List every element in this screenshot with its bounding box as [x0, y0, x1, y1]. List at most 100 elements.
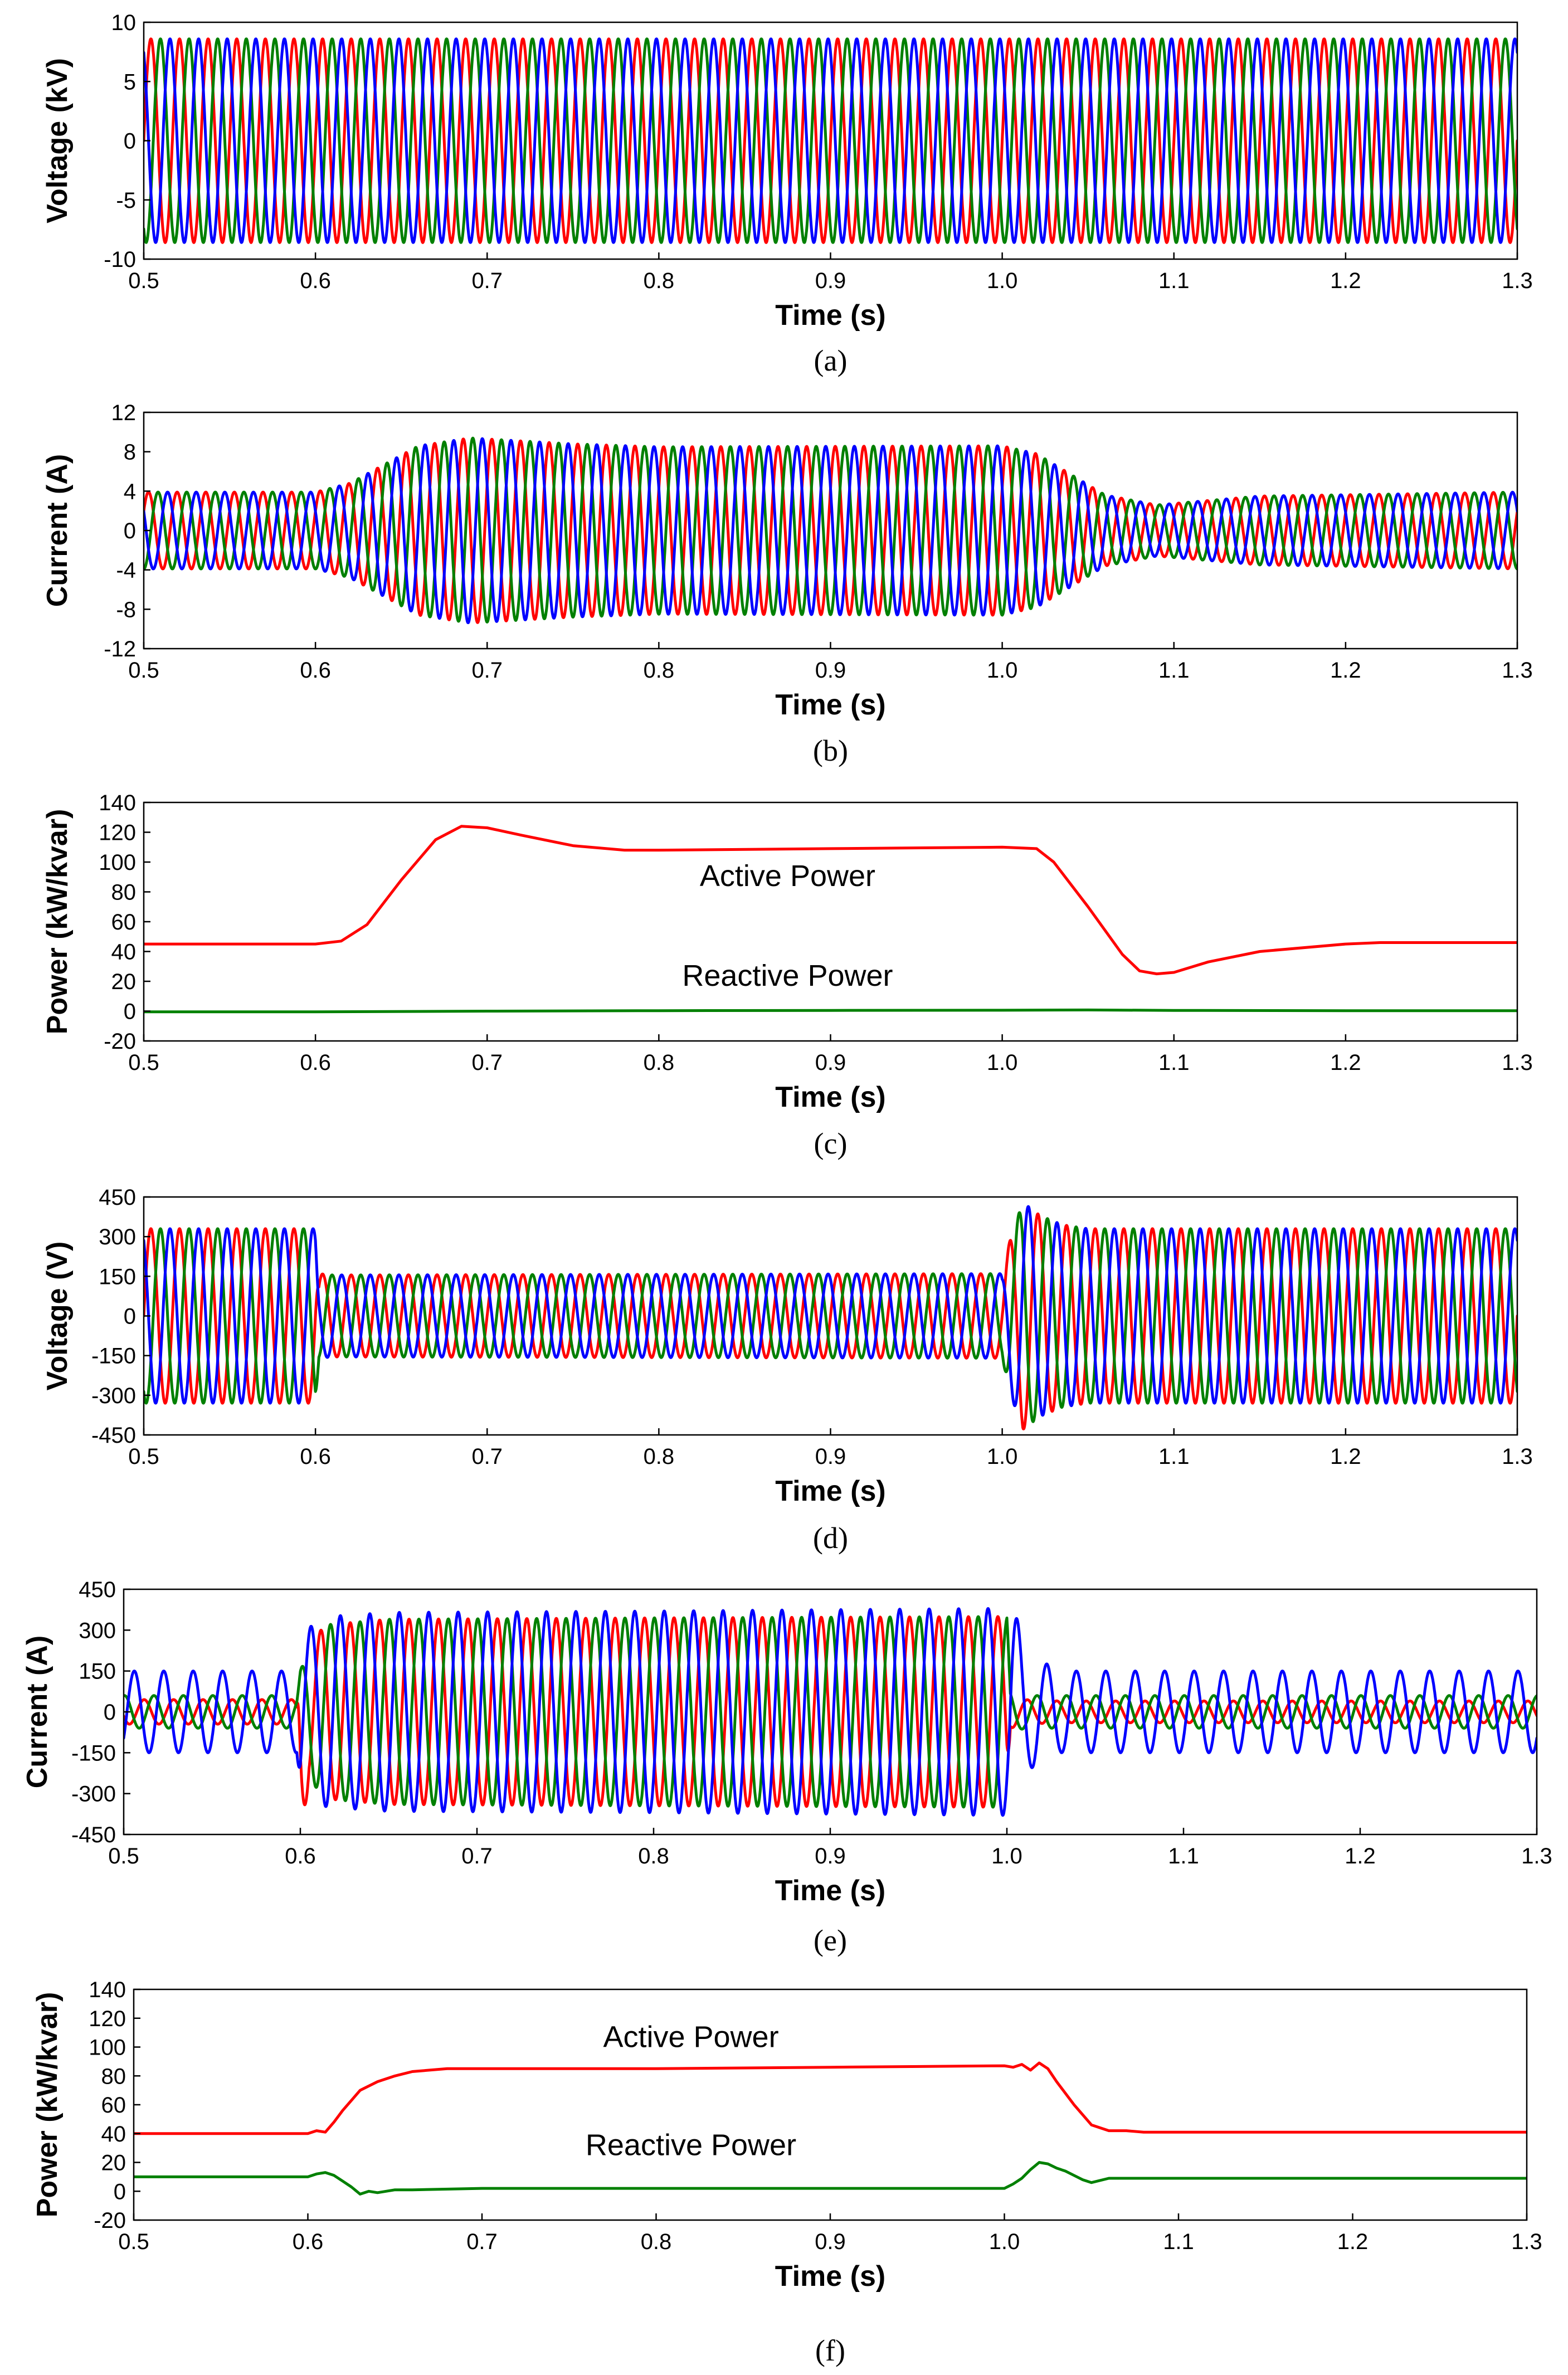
plot-area [144, 825, 1517, 1014]
x-tick-label: 1.0 [989, 2230, 1020, 2254]
plot-area [144, 1205, 1517, 1430]
x-tick-label: 0.9 [815, 658, 846, 683]
series-phase-c [144, 1205, 1517, 1417]
plot-area [144, 436, 1517, 624]
x-axis-title: Time (s) [775, 1875, 885, 1907]
x-tick-label: 1.0 [991, 1844, 1022, 1868]
y-tick-label: -150 [71, 1741, 116, 1765]
x-tick-label: 1.0 [987, 1050, 1018, 1075]
panel-label: (c) [814, 1127, 848, 1160]
x-tick-label: 0.8 [644, 658, 675, 683]
x-tick-label: 1.3 [1502, 1050, 1533, 1075]
plot-frame [133, 1988, 1528, 2221]
x-tick-label: 1.2 [1337, 2230, 1369, 2254]
series-phase-a [144, 1212, 1517, 1430]
series-phase-c [144, 437, 1517, 624]
plot-frame [143, 801, 1518, 1042]
y-tick-label: -450 [71, 1823, 116, 1847]
x-tick-label: 1.3 [1511, 2230, 1542, 2254]
x-tick-label: 0.9 [815, 269, 846, 293]
series-phase-a [144, 37, 1517, 244]
x-tick-label: 0.6 [285, 1844, 316, 1868]
y-tick-label: -5 [116, 188, 136, 213]
y-tick-label: 0 [124, 1305, 136, 1329]
y-tick-label: 0 [104, 1700, 116, 1725]
y-tick-label: -300 [71, 1782, 116, 1807]
y-axis-title: Voltage (kV) [41, 58, 74, 223]
y-tick-label: 80 [101, 2064, 126, 2089]
y-axis-title: Power (kW/kvar) [41, 809, 74, 1035]
x-tick-label: 0.8 [644, 269, 675, 293]
y-tick-label: 450 [79, 1578, 116, 1602]
series-active-power [134, 2061, 1527, 2135]
x-tick-label: 0.7 [461, 1844, 493, 1868]
y-tick-label: 12 [111, 401, 137, 425]
x-tick-label: 0.9 [815, 1050, 846, 1075]
y-tick-label: 100 [89, 2036, 126, 2060]
x-tick-label: 0.8 [641, 2230, 672, 2254]
x-tick-label: 1.3 [1502, 1444, 1533, 1469]
x-axis-title: Time (s) [775, 299, 885, 332]
x-tick-label: 1.2 [1330, 269, 1361, 293]
plot-area [134, 2061, 1527, 2196]
y-tick-label: 20 [101, 2151, 126, 2176]
y-tick-label: -450 [91, 1423, 136, 1448]
x-tick-label: 1.1 [1158, 1050, 1190, 1075]
series-phase-b [144, 37, 1517, 244]
x-tick-label: 1.1 [1158, 658, 1190, 683]
y-tick-label: 140 [89, 1978, 126, 2002]
y-tick-label: 300 [99, 1225, 136, 1249]
y-tick-label: -10 [104, 247, 136, 272]
y-tick-label: 20 [111, 970, 137, 994]
x-tick-label: 1.1 [1158, 1444, 1190, 1469]
panel-label: (d) [813, 1521, 848, 1555]
plot-area [124, 1607, 1537, 1817]
x-tick-label: 1.1 [1168, 1844, 1199, 1868]
x-tick-label: 0.9 [815, 1844, 846, 1868]
y-tick-label: 80 [111, 880, 137, 905]
y-tick-label: 40 [111, 940, 137, 965]
y-tick-label: 0 [124, 519, 136, 543]
x-tick-label: 0.7 [466, 2230, 498, 2254]
x-tick-label: 0.5 [128, 1444, 159, 1469]
x-tick-label: 0.6 [300, 269, 331, 293]
x-tick-label: 0.6 [300, 1444, 331, 1469]
x-axis-title: Time (s) [775, 689, 885, 721]
y-tick-label: 60 [111, 910, 137, 935]
x-tick-label: 1.2 [1330, 658, 1361, 683]
x-axis-title: Time (s) [775, 2260, 885, 2293]
y-tick-label: -12 [104, 637, 136, 661]
x-tick-label: 1.2 [1330, 1050, 1361, 1075]
series-phase-c [144, 37, 1517, 244]
chart-panel-d: 0.5 0.6 0.7 0.8 0.9 1.0 1.1 1.2 1.3 450 300 150 0 -15… [41, 1185, 1533, 1555]
annotation-reactive-power: Reactive Power [586, 2129, 796, 2162]
y-tick-label: 5 [124, 70, 136, 94]
y-tick-label: 4 [124, 479, 136, 504]
y-tick-label: -300 [91, 1384, 136, 1408]
x-tick-label: 0.6 [293, 2230, 324, 2254]
x-axis-title: Time (s) [775, 1081, 885, 1113]
panel-label: (b) [813, 734, 848, 767]
y-tick-label: 300 [79, 1618, 116, 1643]
chart-panel-c: 0.5 0.6 0.7 0.8 0.9 1.0 1.1 1.2 1.3 140 120 100 80 60… [41, 791, 1533, 1160]
x-tick-label: 1.1 [1158, 269, 1190, 293]
y-axis-title: Current (A) [41, 454, 74, 607]
y-tick-label: 10 [111, 11, 137, 35]
x-tick-label: 0.5 [128, 1050, 159, 1075]
panel-label: (a) [814, 344, 848, 377]
x-tick-label: 0.9 [815, 2230, 846, 2254]
chart-panel-a: 0.5 0.6 0.7 0.8 0.9 1.0 1.1 1.2 1.3 10 5 0 -5 -10 Time… [41, 11, 1533, 377]
chart-panel-e: 0.5 0.6 0.7 0.8 0.9 1.0 1.1 1.2 1.3 450 300 150 0 -15… [21, 1578, 1552, 1957]
x-axis-title: Time (s) [775, 1475, 885, 1507]
plot-area [144, 37, 1517, 244]
annotation-active-power: Active Power [603, 2021, 778, 2054]
y-axis-title: Power (kW/kvar) [31, 1992, 64, 2218]
y-tick-label: 150 [79, 1659, 116, 1684]
x-tick-label: 0.8 [644, 1444, 675, 1469]
x-tick-label: 1.0 [987, 1444, 1018, 1469]
x-tick-label: 1.0 [987, 658, 1018, 683]
y-tick-label: 60 [101, 2093, 126, 2118]
y-tick-label: 100 [99, 850, 136, 875]
x-tick-label: 0.5 [108, 1844, 139, 1868]
panel-label: (e) [814, 1924, 847, 1957]
